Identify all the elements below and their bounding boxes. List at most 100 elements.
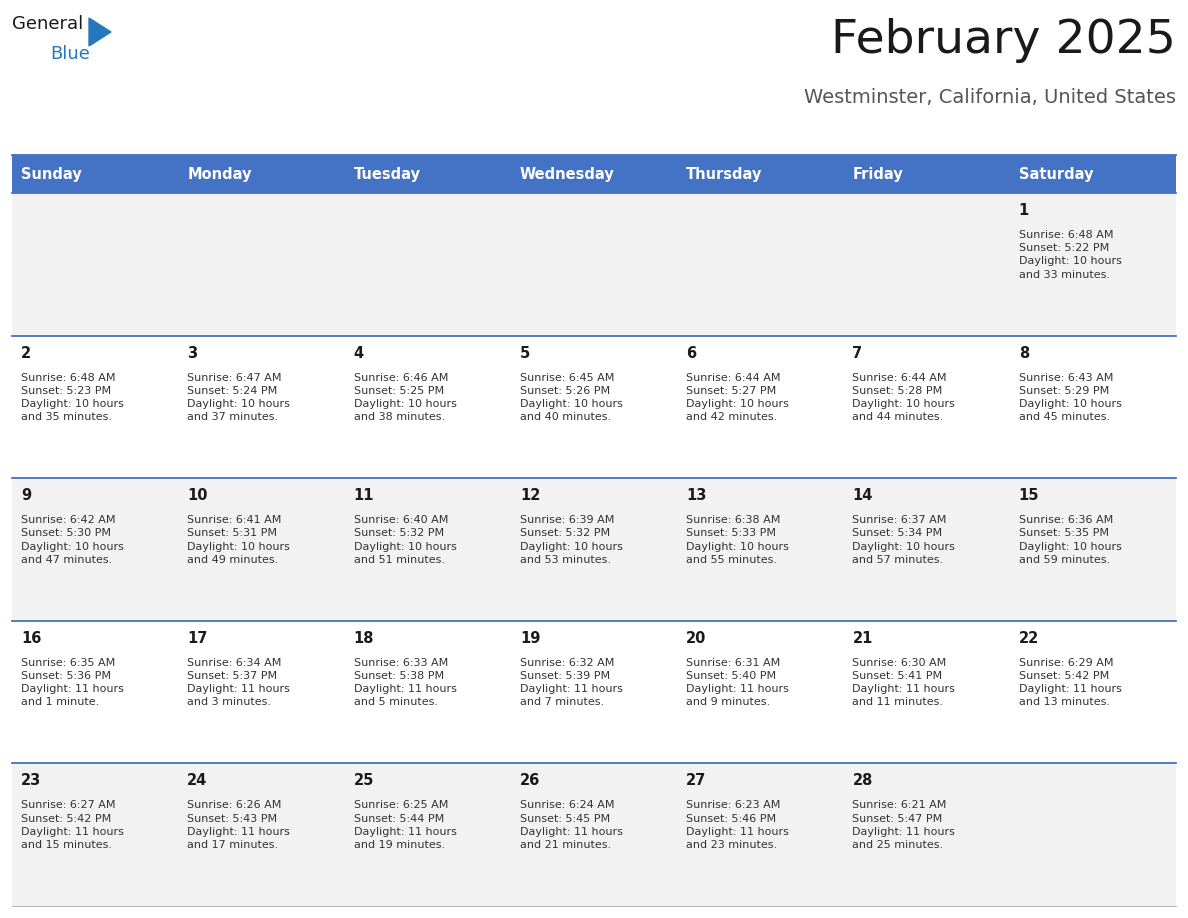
- Text: 5: 5: [520, 345, 530, 361]
- Bar: [843, 764, 1010, 906]
- Text: 25: 25: [354, 773, 374, 789]
- Text: Sunrise: 6:34 AM
Sunset: 5:37 PM
Daylight: 11 hours
and 3 minutes.: Sunrise: 6:34 AM Sunset: 5:37 PM Dayligh…: [188, 658, 290, 708]
- Text: Thursday: Thursday: [687, 166, 763, 182]
- Bar: [345, 478, 511, 621]
- Text: General: General: [12, 15, 83, 33]
- Text: Sunrise: 6:33 AM
Sunset: 5:38 PM
Daylight: 11 hours
and 5 minutes.: Sunrise: 6:33 AM Sunset: 5:38 PM Dayligh…: [354, 658, 456, 708]
- Text: Sunrise: 6:21 AM
Sunset: 5:47 PM
Daylight: 11 hours
and 25 minutes.: Sunrise: 6:21 AM Sunset: 5:47 PM Dayligh…: [853, 800, 955, 850]
- Bar: [178, 478, 345, 621]
- Text: Sunrise: 6:43 AM
Sunset: 5:29 PM
Daylight: 10 hours
and 45 minutes.: Sunrise: 6:43 AM Sunset: 5:29 PM Dayligh…: [1019, 373, 1121, 422]
- Text: Sunrise: 6:27 AM
Sunset: 5:42 PM
Daylight: 11 hours
and 15 minutes.: Sunrise: 6:27 AM Sunset: 5:42 PM Dayligh…: [21, 800, 124, 850]
- Text: Westminster, California, United States: Westminster, California, United States: [804, 88, 1176, 107]
- Text: Sunrise: 6:29 AM
Sunset: 5:42 PM
Daylight: 11 hours
and 13 minutes.: Sunrise: 6:29 AM Sunset: 5:42 PM Dayligh…: [1019, 658, 1121, 708]
- Bar: [511, 155, 677, 193]
- Bar: [511, 193, 677, 336]
- Text: 9: 9: [21, 488, 31, 503]
- Text: 19: 19: [520, 631, 541, 645]
- Text: 23: 23: [21, 773, 42, 789]
- Text: Sunrise: 6:31 AM
Sunset: 5:40 PM
Daylight: 11 hours
and 9 minutes.: Sunrise: 6:31 AM Sunset: 5:40 PM Dayligh…: [687, 658, 789, 708]
- Text: 26: 26: [520, 773, 541, 789]
- Bar: [1010, 155, 1176, 193]
- Bar: [843, 193, 1010, 336]
- Bar: [677, 764, 843, 906]
- Bar: [1010, 764, 1176, 906]
- Bar: [178, 764, 345, 906]
- Text: Sunrise: 6:44 AM
Sunset: 5:28 PM
Daylight: 10 hours
and 44 minutes.: Sunrise: 6:44 AM Sunset: 5:28 PM Dayligh…: [853, 373, 955, 422]
- Bar: [677, 155, 843, 193]
- Bar: [345, 336, 511, 478]
- Bar: [843, 336, 1010, 478]
- Text: Sunrise: 6:24 AM
Sunset: 5:45 PM
Daylight: 11 hours
and 21 minutes.: Sunrise: 6:24 AM Sunset: 5:45 PM Dayligh…: [520, 800, 623, 850]
- Text: Sunrise: 6:39 AM
Sunset: 5:32 PM
Daylight: 10 hours
and 53 minutes.: Sunrise: 6:39 AM Sunset: 5:32 PM Dayligh…: [520, 515, 623, 565]
- Bar: [1010, 478, 1176, 621]
- Bar: [677, 621, 843, 764]
- Text: Sunrise: 6:38 AM
Sunset: 5:33 PM
Daylight: 10 hours
and 55 minutes.: Sunrise: 6:38 AM Sunset: 5:33 PM Dayligh…: [687, 515, 789, 565]
- Text: Sunrise: 6:40 AM
Sunset: 5:32 PM
Daylight: 10 hours
and 51 minutes.: Sunrise: 6:40 AM Sunset: 5:32 PM Dayligh…: [354, 515, 456, 565]
- Text: Sunrise: 6:41 AM
Sunset: 5:31 PM
Daylight: 10 hours
and 49 minutes.: Sunrise: 6:41 AM Sunset: 5:31 PM Dayligh…: [188, 515, 290, 565]
- Text: 6: 6: [687, 345, 696, 361]
- Text: 22: 22: [1019, 631, 1040, 645]
- Text: Sunrise: 6:25 AM
Sunset: 5:44 PM
Daylight: 11 hours
and 19 minutes.: Sunrise: 6:25 AM Sunset: 5:44 PM Dayligh…: [354, 800, 456, 850]
- Text: Sunrise: 6:48 AM
Sunset: 5:22 PM
Daylight: 10 hours
and 33 minutes.: Sunrise: 6:48 AM Sunset: 5:22 PM Dayligh…: [1019, 230, 1121, 280]
- Bar: [677, 478, 843, 621]
- Bar: [12, 193, 178, 336]
- Text: 18: 18: [354, 631, 374, 645]
- Text: Sunrise: 6:44 AM
Sunset: 5:27 PM
Daylight: 10 hours
and 42 minutes.: Sunrise: 6:44 AM Sunset: 5:27 PM Dayligh…: [687, 373, 789, 422]
- Bar: [843, 155, 1010, 193]
- Text: Friday: Friday: [853, 166, 903, 182]
- Text: Sunrise: 6:36 AM
Sunset: 5:35 PM
Daylight: 10 hours
and 59 minutes.: Sunrise: 6:36 AM Sunset: 5:35 PM Dayligh…: [1019, 515, 1121, 565]
- Bar: [12, 621, 178, 764]
- Text: Blue: Blue: [50, 45, 90, 63]
- Bar: [12, 478, 178, 621]
- Text: 21: 21: [853, 631, 873, 645]
- Text: Sunrise: 6:23 AM
Sunset: 5:46 PM
Daylight: 11 hours
and 23 minutes.: Sunrise: 6:23 AM Sunset: 5:46 PM Dayligh…: [687, 800, 789, 850]
- Text: 27: 27: [687, 773, 707, 789]
- Bar: [12, 336, 178, 478]
- Text: 14: 14: [853, 488, 873, 503]
- Bar: [843, 621, 1010, 764]
- Bar: [1010, 621, 1176, 764]
- Text: 8: 8: [1019, 345, 1029, 361]
- Text: Monday: Monday: [188, 166, 252, 182]
- Text: 15: 15: [1019, 488, 1040, 503]
- Text: Sunrise: 6:45 AM
Sunset: 5:26 PM
Daylight: 10 hours
and 40 minutes.: Sunrise: 6:45 AM Sunset: 5:26 PM Dayligh…: [520, 373, 623, 422]
- Text: Saturday: Saturday: [1019, 166, 1093, 182]
- Text: 12: 12: [520, 488, 541, 503]
- Bar: [511, 478, 677, 621]
- Bar: [345, 764, 511, 906]
- Text: 2: 2: [21, 345, 31, 361]
- Text: 10: 10: [188, 488, 208, 503]
- Bar: [843, 478, 1010, 621]
- Bar: [1010, 336, 1176, 478]
- Text: Sunday: Sunday: [21, 166, 82, 182]
- Text: Wednesday: Wednesday: [520, 166, 614, 182]
- Text: 13: 13: [687, 488, 707, 503]
- Bar: [677, 336, 843, 478]
- Text: 16: 16: [21, 631, 42, 645]
- Text: Sunrise: 6:26 AM
Sunset: 5:43 PM
Daylight: 11 hours
and 17 minutes.: Sunrise: 6:26 AM Sunset: 5:43 PM Dayligh…: [188, 800, 290, 850]
- Text: 4: 4: [354, 345, 364, 361]
- Text: Sunrise: 6:48 AM
Sunset: 5:23 PM
Daylight: 10 hours
and 35 minutes.: Sunrise: 6:48 AM Sunset: 5:23 PM Dayligh…: [21, 373, 124, 422]
- Bar: [345, 193, 511, 336]
- Bar: [12, 764, 178, 906]
- Bar: [511, 621, 677, 764]
- Text: Tuesday: Tuesday: [354, 166, 421, 182]
- Bar: [178, 621, 345, 764]
- Bar: [12, 155, 178, 193]
- Text: Sunrise: 6:32 AM
Sunset: 5:39 PM
Daylight: 11 hours
and 7 minutes.: Sunrise: 6:32 AM Sunset: 5:39 PM Dayligh…: [520, 658, 623, 708]
- Bar: [1010, 193, 1176, 336]
- Text: Sunrise: 6:35 AM
Sunset: 5:36 PM
Daylight: 11 hours
and 1 minute.: Sunrise: 6:35 AM Sunset: 5:36 PM Dayligh…: [21, 658, 124, 708]
- Text: 7: 7: [853, 345, 862, 361]
- Text: 20: 20: [687, 631, 707, 645]
- Bar: [345, 155, 511, 193]
- Text: 11: 11: [354, 488, 374, 503]
- Text: Sunrise: 6:47 AM
Sunset: 5:24 PM
Daylight: 10 hours
and 37 minutes.: Sunrise: 6:47 AM Sunset: 5:24 PM Dayligh…: [188, 373, 290, 422]
- Bar: [178, 336, 345, 478]
- Bar: [178, 193, 345, 336]
- Bar: [677, 193, 843, 336]
- Text: Sunrise: 6:30 AM
Sunset: 5:41 PM
Daylight: 11 hours
and 11 minutes.: Sunrise: 6:30 AM Sunset: 5:41 PM Dayligh…: [853, 658, 955, 708]
- Text: 17: 17: [188, 631, 208, 645]
- Bar: [178, 155, 345, 193]
- Bar: [511, 336, 677, 478]
- Text: 24: 24: [188, 773, 208, 789]
